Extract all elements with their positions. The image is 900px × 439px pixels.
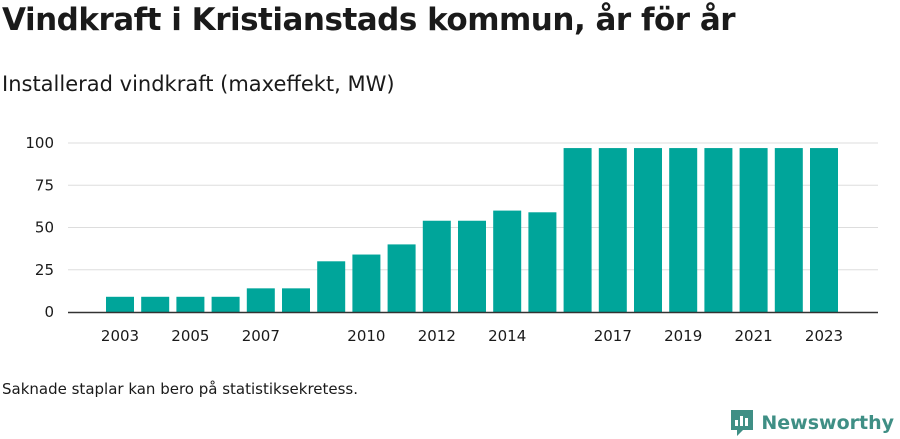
footnote: Saknade staplar kan bero på statistiksek…	[2, 380, 359, 398]
x-tick-label: 2007	[242, 327, 280, 345]
bar-2003	[106, 296, 134, 312]
x-tick-label: 2014	[488, 327, 526, 345]
bar-2010	[352, 254, 381, 312]
x-tick-label: 2005	[171, 327, 209, 345]
bar-2006	[211, 296, 240, 312]
brand-name: Newsworthy	[761, 412, 894, 434]
bar-2016	[563, 148, 592, 312]
bar-2004	[141, 296, 170, 312]
bar-2019	[669, 148, 698, 312]
bar-2008	[282, 288, 310, 312]
newsworthy-logo-icon	[731, 410, 754, 436]
y-tick-label: 50	[35, 219, 54, 237]
y-tick-label: 25	[35, 261, 54, 279]
bar-2022	[774, 148, 803, 312]
bar-2005	[176, 296, 205, 312]
bar-2017	[598, 148, 627, 312]
bar-2011	[387, 244, 416, 312]
x-tick-label: 2012	[418, 327, 456, 345]
x-tick-label: 2021	[735, 327, 773, 345]
bar-2012	[422, 220, 451, 312]
y-tick-label: 0	[44, 303, 54, 321]
bar-2013	[458, 220, 486, 312]
x-tick-label: 2019	[664, 327, 702, 345]
x-axis-labels: 2003 2005 2007 2010 2012 2014 2017 2019 2021 2023	[101, 327, 843, 345]
x-tick-label: 2023	[805, 327, 843, 345]
bar-2021	[739, 148, 768, 312]
bar-2020	[704, 148, 733, 312]
bar-2018	[634, 148, 662, 312]
y-tick-label: 100	[25, 134, 54, 152]
brand-logo[interactable]: Newsworthy	[729, 407, 894, 439]
x-tick-label: 2003	[101, 327, 139, 345]
bar-2015	[528, 212, 557, 312]
y-tick-label: 75	[35, 176, 54, 194]
bar-2007	[246, 288, 275, 312]
bars	[106, 148, 838, 312]
bar-2014	[493, 210, 522, 312]
y-axis-labels: 0 25 50 75 100	[25, 134, 54, 321]
bar-2009	[317, 261, 346, 312]
bar-2023	[810, 148, 838, 312]
x-tick-label: 2017	[594, 327, 632, 345]
x-tick-label: 2010	[347, 327, 385, 345]
chart-title: Vindkraft i Kristianstads kommun, år för…	[2, 2, 736, 38]
chart-subtitle: Installerad vindkraft (maxeffekt, MW)	[2, 72, 395, 96]
